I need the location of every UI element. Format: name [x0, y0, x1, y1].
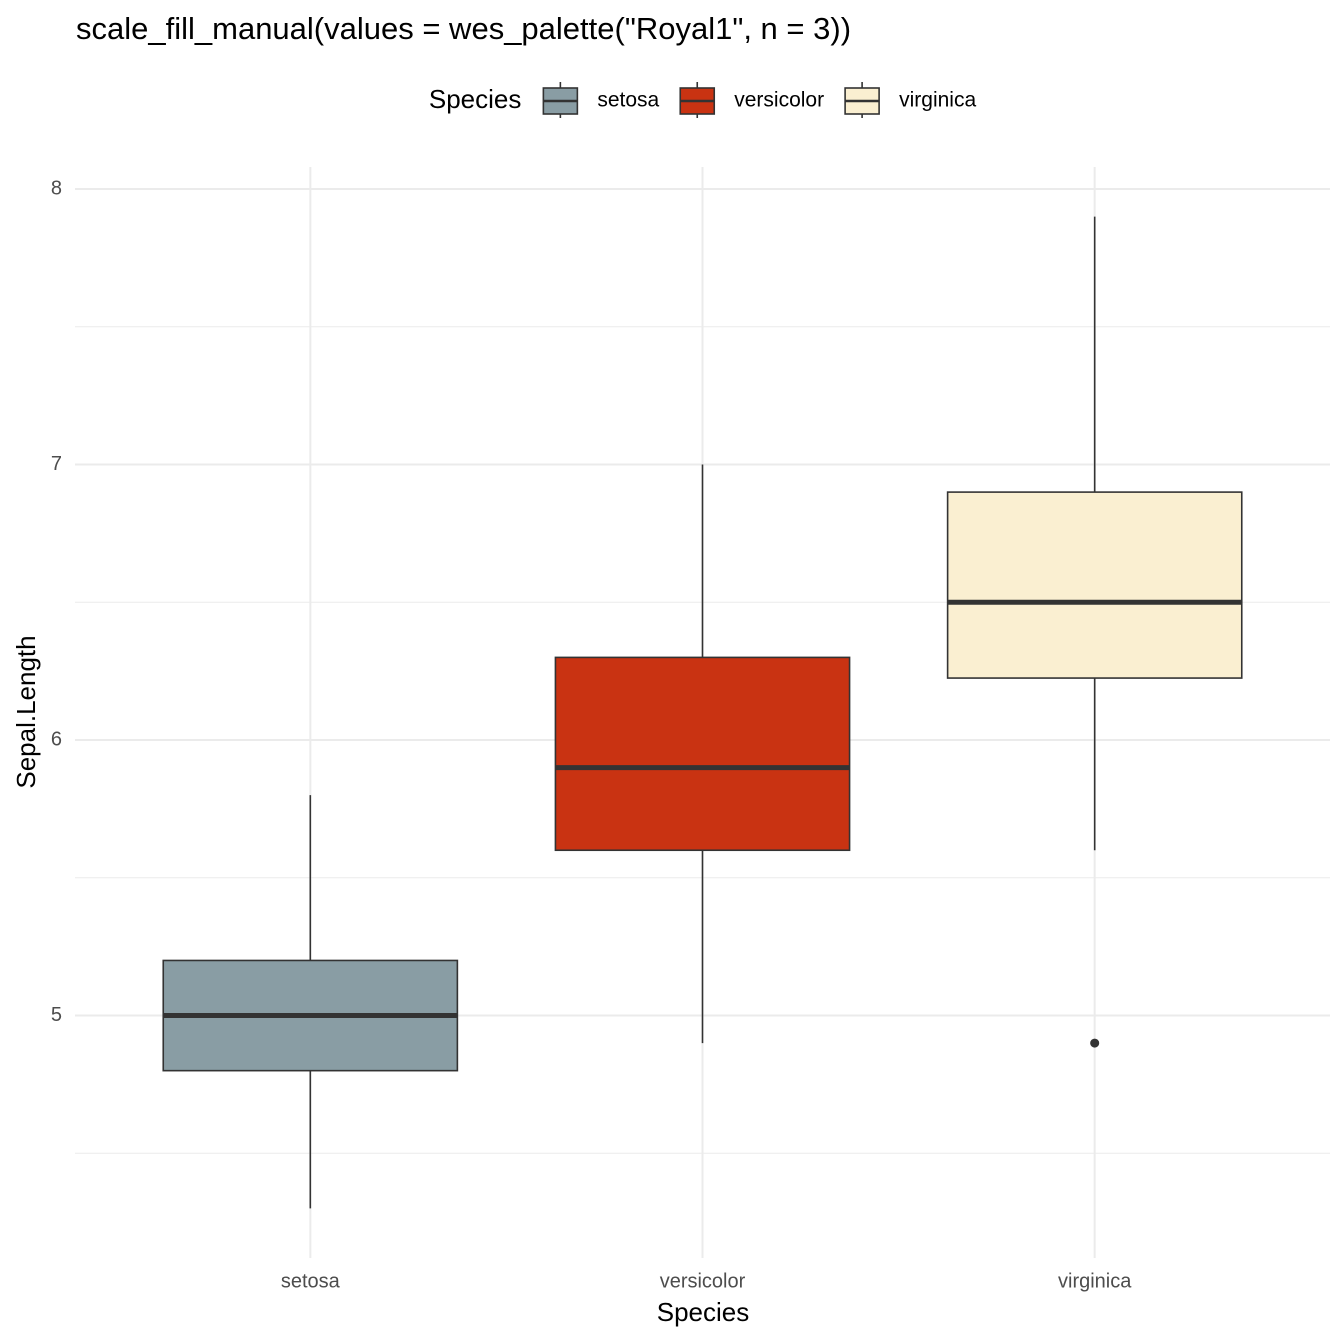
x-tick-label: setosa [281, 1270, 341, 1292]
y-tick-label: 6 [51, 728, 62, 750]
box [946, 491, 1243, 679]
marks [162, 216, 1243, 1209]
y-tick-label: 8 [51, 177, 62, 199]
legend: Species setosa versicolor virginica [429, 82, 976, 118]
legend-title: Species [429, 84, 522, 114]
x-tick-label: versicolor [660, 1270, 746, 1292]
chart-title: scale_fill_manual(values = wes_palette("… [76, 11, 851, 46]
outlier [1090, 1038, 1100, 1048]
x-tick-label: virginica [1058, 1270, 1132, 1292]
y-axis-label: Sepal.Length [11, 635, 41, 788]
x-axis-label: Species [657, 1297, 750, 1327]
y-tick-label: 7 [51, 453, 62, 475]
legend-label: versicolor [734, 89, 824, 112]
y-tick-label: 5 [51, 1004, 62, 1026]
legend-label: setosa [597, 89, 659, 112]
box [554, 656, 851, 852]
legend-label: virginica [899, 89, 976, 112]
